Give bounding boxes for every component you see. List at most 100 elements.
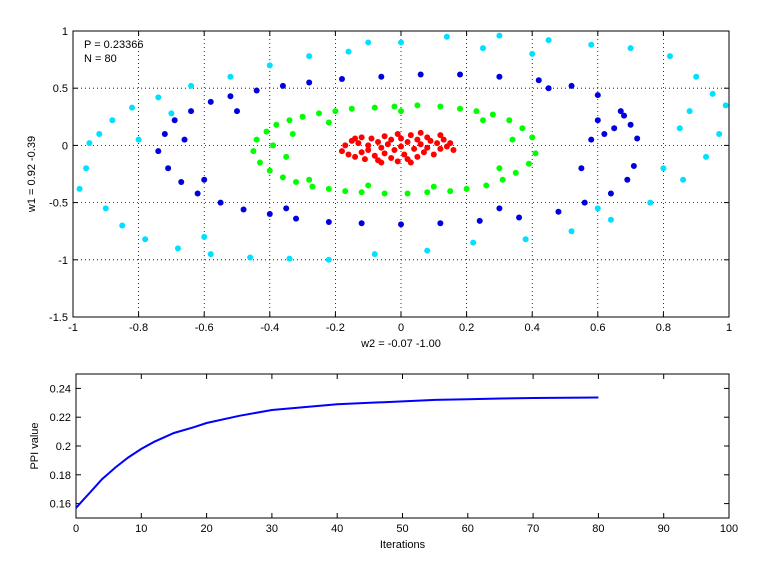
scatter-point	[624, 176, 631, 183]
scatter-point	[355, 140, 362, 147]
scatter-point	[617, 108, 624, 115]
scatter-point	[201, 233, 208, 240]
scatter-point	[535, 77, 542, 84]
x-tick-label: 0.8	[656, 322, 671, 334]
scatter-point	[279, 174, 286, 181]
scatter-point	[325, 185, 332, 192]
scatter-point	[86, 140, 93, 147]
scatter-point	[496, 205, 503, 212]
scatter-point	[473, 108, 480, 115]
scatter-point	[194, 190, 201, 197]
plot-annotation: N = 80	[84, 53, 117, 65]
scatter-point	[227, 93, 234, 100]
y-tick-label: 0.18	[50, 470, 71, 482]
scatter-point	[388, 136, 395, 143]
scatter-point	[430, 183, 437, 190]
scatter-point	[676, 125, 683, 132]
y-tick-label: -1	[58, 255, 68, 267]
scatter-point	[381, 133, 388, 140]
x-tick-label: 60	[462, 523, 474, 535]
x-axis-label: w2 = -0.07 -1.00	[360, 338, 441, 350]
scatter-point	[568, 82, 575, 89]
scatter-point	[568, 228, 575, 235]
scatter-point	[414, 102, 421, 109]
x-tick-label: 100	[720, 523, 738, 535]
x-tick-label: -0.6	[195, 322, 214, 334]
scatter-point	[375, 138, 382, 145]
scatter-point	[342, 188, 349, 195]
scatter-point	[391, 146, 398, 153]
scatter-point	[240, 206, 247, 213]
scatter-point	[437, 145, 444, 152]
scatter-point	[427, 137, 434, 144]
scatter-point	[165, 165, 172, 172]
scatter-point	[496, 73, 503, 80]
scatter-point	[509, 136, 516, 143]
scatter-point	[358, 189, 365, 196]
scatter-point	[76, 185, 83, 192]
x-tick-label: 30	[266, 523, 278, 535]
scatter-point	[404, 190, 411, 197]
scatter-point	[424, 144, 431, 151]
scatter-point	[345, 48, 352, 55]
y-tick-label: 0.24	[50, 383, 71, 395]
x-tick-label: -0.4	[260, 322, 279, 334]
scatter-point	[365, 182, 372, 189]
plot-annotation: P = 0.23366	[84, 39, 143, 51]
scatter-point	[293, 179, 300, 186]
y-axis-label: PPI value	[29, 422, 41, 469]
x-tick-label: 20	[200, 523, 212, 535]
x-tick-label: 40	[331, 523, 343, 535]
y-axis-label: w1 = 0.92 -0.39	[26, 136, 38, 213]
scatter-point	[381, 150, 388, 157]
scatter-point	[463, 185, 470, 192]
plot-area	[72, 30, 730, 318]
scatter-point	[703, 153, 710, 160]
scatter-point	[450, 146, 457, 153]
scatter-point	[601, 130, 608, 137]
scatter-plot-axes: -1 -0.8 -0.6 -0.4 -0.2 0 0.2 0.4 0.6 0.8 1-1.5-1-0…	[26, 26, 732, 350]
scatter-point	[119, 222, 126, 229]
scatter-point	[424, 247, 431, 254]
scatter-point	[256, 159, 263, 166]
scatter-point	[155, 94, 162, 101]
scatter-point	[630, 162, 637, 169]
scatter-point	[443, 33, 450, 40]
y-tick-label: 0.22	[50, 412, 71, 424]
scatter-point	[391, 103, 398, 110]
scatter-point	[522, 236, 529, 243]
scatter-point	[181, 136, 188, 143]
scatter-point	[680, 176, 687, 183]
scatter-point	[709, 90, 716, 97]
scatter-point	[496, 165, 503, 172]
plot-area	[75, 373, 730, 519]
scatter-point	[253, 87, 260, 94]
x-tick-label: 90	[658, 523, 670, 535]
y-tick-label: 0	[62, 140, 68, 152]
scatter-point	[188, 108, 195, 115]
scatter-point	[398, 135, 404, 142]
scatter-point	[96, 130, 103, 137]
y-tick-label: 0.16	[50, 499, 71, 511]
x-tick-label: 0.4	[525, 322, 540, 334]
scatter-point	[325, 219, 332, 226]
y-tick-label: 0.5	[53, 83, 68, 95]
scatter-point	[607, 216, 614, 223]
scatter-point	[273, 121, 280, 128]
scatter-point	[227, 73, 234, 80]
scatter-point	[378, 73, 385, 80]
scatter-point	[279, 82, 286, 89]
scatter-point	[532, 150, 539, 157]
scatter-point	[263, 128, 270, 135]
scatter-point	[174, 245, 181, 252]
scatter-point	[289, 130, 296, 137]
scatter-point	[293, 215, 300, 222]
scatter-point	[666, 53, 673, 60]
scatter-point	[266, 62, 273, 69]
scatter-point	[594, 92, 601, 99]
scatter-point	[394, 130, 401, 137]
scatter-point	[716, 130, 723, 137]
scatter-point	[398, 221, 404, 228]
scatter-point	[129, 104, 136, 111]
